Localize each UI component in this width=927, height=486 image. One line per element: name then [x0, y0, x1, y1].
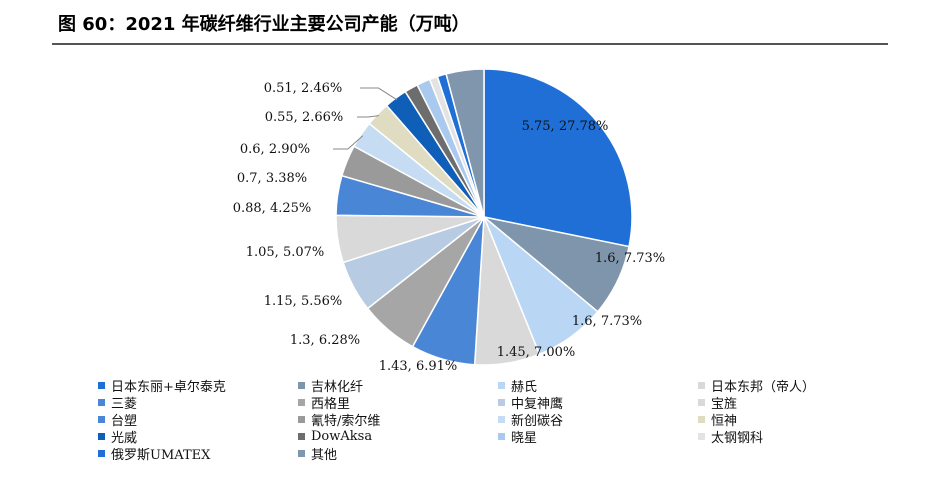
legend-swatch [298, 398, 305, 406]
legend-item: 三菱 [98, 394, 298, 412]
legend-item: 日本东邦（帝人） [698, 377, 878, 395]
legend: 日本东丽+卓尔泰克 吉林化纤 赫氏 日本东邦（帝人） 三菱 西格里 中复神鹰 宝旌台塑 氰特/索… [98, 377, 878, 463]
legend-swatch [698, 398, 705, 406]
legend-item: 俄罗斯UMATEX [98, 445, 298, 463]
data-label: 0.6, 2.90% [240, 142, 310, 157]
legend-swatch [298, 415, 305, 423]
pie-slice [445, 68, 485, 218]
legend-label: 晓星 [511, 430, 538, 446]
legend-label: DowAksa [311, 428, 373, 444]
legend-item: 吉林化纤 [298, 377, 498, 395]
legend-swatch [98, 432, 105, 440]
legend-label: 光威 [111, 430, 138, 446]
legend-item: 氰特/索尔维 [298, 411, 498, 429]
legend-swatch [98, 398, 105, 406]
legend-item: 新创碳谷 [498, 411, 698, 429]
leader-line [333, 135, 364, 150]
legend-item: 其他 [298, 445, 498, 463]
legend-swatch [498, 432, 505, 440]
legend-item: 台塑 [98, 411, 298, 429]
legend-item: 宝旌 [698, 394, 878, 412]
legend-swatch [698, 415, 705, 423]
legend-label: 氰特/索尔维 [311, 413, 381, 429]
data-label: 5.75, 27.78% [522, 119, 609, 134]
legend-item: DowAksa [298, 428, 498, 444]
data-label: 0.7, 3.38% [237, 171, 307, 186]
legend-item: 恒神 [698, 411, 878, 429]
legend-label: 恒神 [711, 413, 738, 429]
legend-swatch [498, 398, 505, 406]
legend-item: 西格里 [298, 394, 498, 412]
legend-swatch [298, 432, 305, 440]
legend-label: 中复神鹰 [511, 396, 564, 412]
legend-label: 宝旌 [711, 396, 738, 412]
data-label: 0.88, 4.25% [233, 201, 312, 216]
legend-label: 其他 [311, 447, 338, 463]
legend-item: 光威 [98, 428, 298, 446]
data-label: 1.6, 7.73% [595, 251, 665, 266]
legend-label: 新创碳谷 [511, 413, 564, 429]
legend-swatch [298, 449, 305, 457]
chart-title: 图 60：2021 年碳纤维行业主要公司产能（万吨） [58, 14, 470, 35]
data-label: 1.05, 5.07% [246, 245, 325, 260]
pie-slice [483, 68, 633, 248]
data-label: 1.3, 6.28% [290, 333, 360, 348]
legend-label: 吉林化纤 [311, 379, 364, 395]
legend-label: 日本东丽+卓尔泰克 [111, 379, 226, 395]
legend-swatch [698, 381, 705, 389]
data-label: 0.51, 2.46% [264, 81, 343, 96]
legend-swatch [298, 381, 305, 389]
leader-line [360, 87, 398, 101]
legend-label: 台塑 [111, 413, 138, 429]
legend-swatch [98, 415, 105, 423]
legend-label: 日本东邦（帝人） [711, 379, 816, 395]
legend-label: 赫氏 [511, 379, 538, 395]
data-label: 0.55, 2.66% [265, 110, 344, 125]
data-label: 1.15, 5.56% [264, 294, 343, 309]
legend-label: 太钢钢科 [711, 430, 764, 446]
legend-item: 中复神鹰 [498, 394, 698, 412]
legend-item: 太钢钢科 [698, 428, 878, 446]
legend-label: 三菱 [111, 396, 138, 412]
legend-item: 晓星 [498, 428, 698, 446]
legend-item: 日本东丽+卓尔泰克 [98, 377, 298, 395]
legend-swatch [498, 415, 505, 423]
legend-label: 西格里 [311, 396, 351, 412]
legend-item: 赫氏 [498, 377, 698, 395]
legend-swatch [98, 449, 105, 457]
legend-swatch [98, 381, 105, 389]
data-label: 1.6, 7.73% [572, 314, 642, 329]
data-label: 1.43, 6.91% [379, 359, 458, 374]
title-divider [52, 43, 888, 45]
legend-label: 俄罗斯UMATEX [111, 447, 211, 463]
legend-swatch [498, 381, 505, 389]
leader-line [357, 115, 380, 118]
legend-swatch [698, 432, 705, 440]
data-label: 1.45, 7.00% [497, 345, 576, 360]
